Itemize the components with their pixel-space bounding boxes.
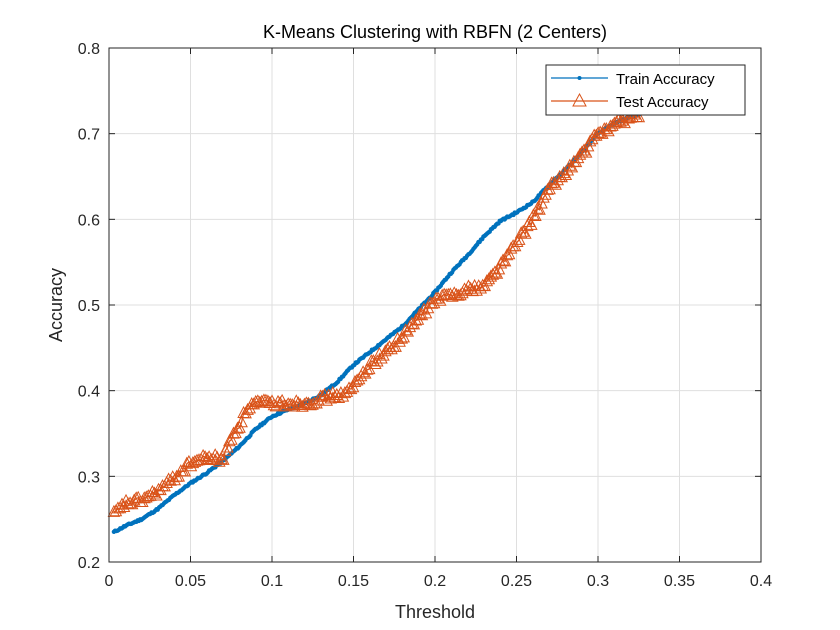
data-point (579, 145, 593, 158)
data-point (498, 254, 512, 267)
legend-label-test: Test Accuracy (616, 94, 709, 111)
data-point (223, 434, 236, 447)
x-tick-label: 0.05 (175, 573, 206, 590)
data-point (216, 452, 230, 465)
data-point (504, 241, 518, 254)
y-tick-label: 0.7 (78, 127, 100, 144)
data-point (338, 386, 352, 399)
data-point (405, 316, 419, 329)
data-point (492, 262, 506, 275)
chart-title: K-Means Clustering with RBFN (2 Centers) (263, 22, 607, 42)
data-point (399, 323, 413, 336)
data-point (510, 234, 524, 247)
y-axis-label: Accuracy (46, 268, 66, 342)
data-point (529, 208, 542, 221)
data-point (356, 365, 370, 378)
data-point (563, 158, 577, 171)
data-point (271, 394, 285, 407)
x-tick-label: 0.35 (664, 573, 695, 590)
data-point (622, 111, 635, 124)
data-point (148, 486, 161, 499)
data-point (235, 415, 248, 428)
x-tick-label: 0.2 (424, 573, 446, 590)
data-point (208, 448, 222, 461)
x-tick-label: 0.4 (750, 573, 772, 590)
y-tick-label: 0.5 (78, 298, 100, 315)
x-axis-label: Threshold (395, 602, 475, 622)
data-point (342, 381, 356, 394)
legend-marker-train (577, 76, 582, 80)
data-point (306, 397, 319, 410)
data-point (298, 397, 311, 410)
legend-label-train: Train Accuracy (616, 71, 715, 88)
x-tick-label: 0.1 (261, 573, 283, 590)
x-tick-label: 0.15 (338, 573, 369, 590)
data-point (535, 196, 548, 209)
data-point (127, 493, 141, 506)
data-point (212, 454, 226, 467)
data-point (350, 373, 364, 386)
x-tick-label: 0 (105, 573, 114, 590)
data-point (186, 456, 200, 469)
data-point (214, 452, 228, 465)
data-point (543, 182, 556, 195)
data-point (480, 274, 494, 287)
data-point (512, 232, 526, 245)
data-point (518, 226, 532, 239)
series-test-accuracy (107, 107, 646, 517)
data-point (395, 331, 409, 344)
data-point (385, 342, 398, 355)
y-tick-label: 0.8 (78, 41, 100, 58)
data-point (632, 110, 646, 123)
data-point (162, 472, 175, 485)
data-point (296, 399, 309, 412)
data-point (533, 202, 546, 215)
legend-marker-test (572, 92, 587, 107)
data-point (524, 217, 538, 230)
series-layer (107, 107, 646, 534)
data-point (604, 119, 617, 132)
data-point (117, 499, 131, 512)
data-point (397, 330, 411, 343)
data-point (200, 451, 214, 464)
y-tick-label: 0.2 (78, 555, 100, 572)
data-point (577, 143, 591, 156)
x-tick-label: 0.25 (501, 573, 532, 590)
data-point (614, 114, 627, 127)
ticks: 0 0.05 0.1 0.15 0.2 0.25 0.3 0.35 0.4 0.2 0.3 0.4 0.… (78, 41, 772, 590)
data-point (137, 491, 151, 504)
data-point (464, 281, 477, 294)
legend: Train Accuracy Test Accuracy (545, 64, 746, 116)
data-point (443, 287, 457, 300)
data-point (275, 393, 289, 406)
data-point (454, 288, 467, 301)
data-point (231, 421, 244, 434)
data-point (344, 382, 358, 395)
data-point (221, 440, 234, 453)
data-point (328, 390, 342, 403)
data-point (500, 248, 514, 261)
data-point (593, 125, 607, 138)
data-point (107, 504, 121, 517)
data-point (225, 432, 238, 445)
y-tick-label: 0.6 (78, 212, 100, 229)
legend-box (545, 64, 746, 116)
data-point (431, 291, 445, 304)
data-point (488, 265, 502, 278)
y-tick-label: 0.4 (78, 384, 100, 401)
data-point (484, 269, 498, 282)
data-point (370, 354, 384, 367)
y-tick-label: 0.3 (78, 469, 100, 486)
x-tick-label: 0.3 (587, 573, 609, 590)
